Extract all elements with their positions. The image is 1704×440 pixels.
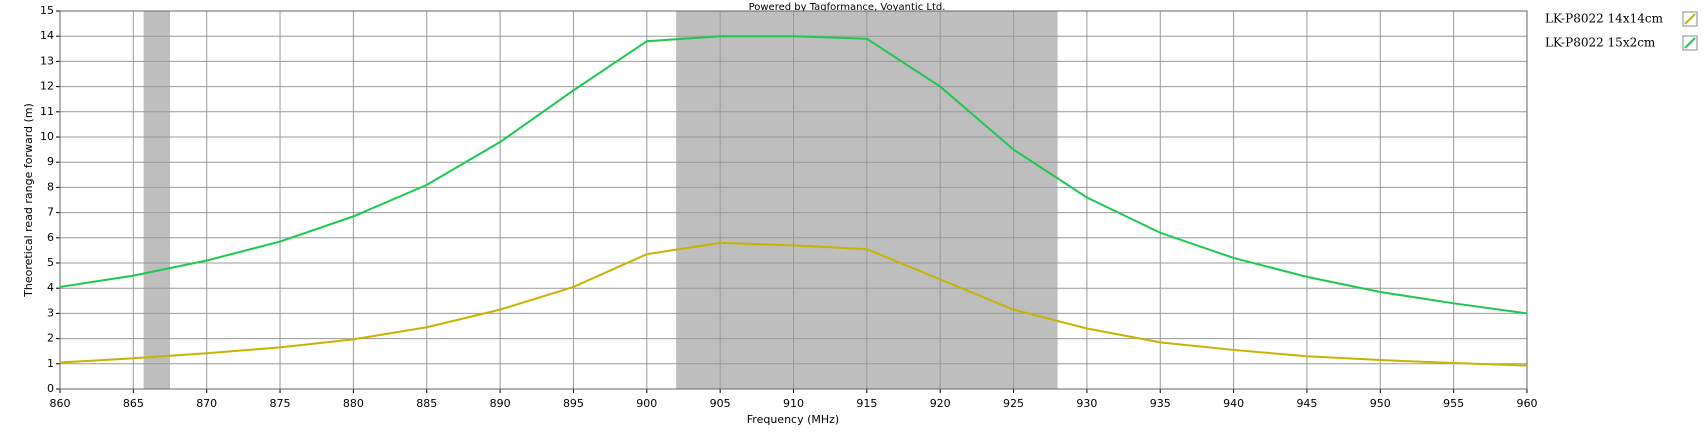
y-tick-label: 10 xyxy=(40,130,54,143)
y-axis-label: Theoretical read range forward (m) xyxy=(22,103,35,298)
y-tick-label: 14 xyxy=(40,29,54,42)
y-tick-label: 0 xyxy=(47,382,54,395)
legend-label: LK-P8022 14x14cm xyxy=(1545,12,1664,26)
x-tick-label: 860 xyxy=(50,397,71,410)
x-tick-label: 900 xyxy=(636,397,657,410)
x-tick-label: 930 xyxy=(1076,397,1097,410)
y-tick-label: 3 xyxy=(47,306,54,319)
y-tick-label: 5 xyxy=(47,256,54,269)
x-tick-label: 955 xyxy=(1443,397,1464,410)
x-tick-label: 950 xyxy=(1370,397,1391,410)
x-axis-label: Frequency (MHz) xyxy=(747,413,839,426)
y-tick-label: 15 xyxy=(40,4,54,17)
y-tick-label: 1 xyxy=(47,357,54,370)
x-tick-label: 880 xyxy=(343,397,364,410)
y-tick-label: 9 xyxy=(47,155,54,168)
x-tick-label: 920 xyxy=(930,397,951,410)
series-line xyxy=(59,35,1528,315)
x-tick-label: 915 xyxy=(856,397,877,410)
y-tick-label: 11 xyxy=(40,105,54,118)
y-tick-label: 4 xyxy=(47,281,54,294)
x-tick-label: 885 xyxy=(416,397,437,410)
x-tick-label: 875 xyxy=(270,397,291,410)
y-tick-label: 13 xyxy=(40,54,54,67)
x-tick-label: 910 xyxy=(783,397,804,410)
x-tick-label: 940 xyxy=(1223,397,1244,410)
x-tick-label: 865 xyxy=(123,397,144,410)
y-tick-label: 12 xyxy=(40,80,54,93)
y-tick-label: 6 xyxy=(47,231,54,244)
x-tick-label: 905 xyxy=(710,397,731,410)
legend-swatch xyxy=(1684,13,1696,25)
legend-swatch xyxy=(1684,37,1696,49)
y-tick-label: 7 xyxy=(47,206,54,219)
x-tick-label: 870 xyxy=(196,397,217,410)
x-tick-label: 925 xyxy=(1003,397,1024,410)
shaded-band xyxy=(143,11,171,389)
legend: LK-P8022 14x14cm LK-P8022 15x2cm xyxy=(1545,11,1698,51)
y-tick-label: 8 xyxy=(47,180,54,193)
x-tick-label: 945 xyxy=(1296,397,1317,410)
legend-label: LK-P8022 15x2cm xyxy=(1545,36,1656,50)
x-tick-label: 890 xyxy=(490,397,511,410)
y-tick-label: 2 xyxy=(47,332,54,345)
x-tick-label: 895 xyxy=(563,397,584,410)
plot-frame xyxy=(59,10,1528,390)
series-line xyxy=(59,241,1528,367)
chart-title: Powered by Tagformance, Voyantic Ltd. xyxy=(749,2,946,13)
x-tick-label: 935 xyxy=(1150,397,1171,410)
x-tick-label: 960 xyxy=(1517,397,1538,410)
